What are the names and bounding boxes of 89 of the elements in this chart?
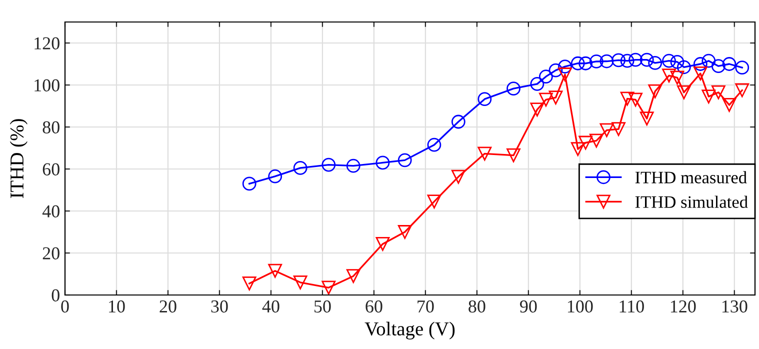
point [268, 264, 282, 278]
point [451, 114, 466, 129]
point [548, 90, 563, 105]
point [676, 85, 691, 100]
y-tick-label: 20 [42, 247, 60, 260]
point [612, 53, 626, 68]
point [735, 60, 750, 75]
point [600, 54, 614, 68]
point [346, 269, 360, 284]
point [722, 57, 736, 71]
x-tick-label: 80 [468, 300, 486, 313]
point [570, 56, 585, 70]
x-tick-label: 40 [262, 300, 280, 313]
point [427, 194, 442, 208]
point [722, 98, 736, 112]
point [662, 68, 676, 82]
point [711, 59, 726, 74]
legend-label: ITHD simulated [635, 196, 748, 208]
point [693, 66, 708, 80]
point [558, 60, 572, 74]
point [670, 70, 684, 85]
point [506, 82, 520, 96]
x-tick-label: 90 [520, 300, 537, 313]
point [693, 57, 708, 71]
point [620, 92, 634, 106]
point [530, 102, 544, 117]
point [268, 169, 282, 184]
point [242, 276, 256, 290]
point [640, 52, 654, 67]
point [670, 54, 684, 69]
point [578, 56, 593, 70]
x-tick-label: 130 [722, 300, 748, 313]
point [620, 54, 634, 68]
point [346, 158, 360, 173]
point [662, 54, 676, 68]
point [478, 146, 492, 161]
point [548, 63, 563, 78]
x-tick-label: 20 [160, 300, 176, 313]
point [322, 280, 336, 295]
point [538, 70, 553, 84]
x-axis-title: Voltage (V) [364, 322, 455, 340]
point [398, 153, 412, 168]
point [648, 84, 662, 98]
point [648, 56, 662, 70]
point [628, 92, 642, 107]
point [478, 92, 492, 106]
point [242, 176, 256, 191]
x-tick-label: 100 [568, 300, 593, 313]
point [589, 54, 604, 68]
x-tick-label: 110 [620, 300, 644, 313]
point [676, 60, 691, 74]
point [600, 123, 614, 138]
y-tick-label: 120 [34, 37, 60, 50]
point [293, 161, 308, 175]
point [538, 92, 553, 107]
x-tick-label: 0 [61, 300, 69, 313]
point [702, 54, 716, 68]
legend-label: ITHD measured [635, 171, 747, 184]
y-axis-title: ITHD (%) [10, 119, 28, 198]
point [628, 52, 642, 67]
point [558, 68, 572, 82]
point [570, 142, 585, 156]
x-tick-label: 30 [211, 300, 228, 313]
y-tick-label: 80 [42, 121, 60, 134]
point [451, 170, 466, 184]
y-tick-label: 40 [42, 205, 60, 218]
point [735, 83, 750, 98]
y-tick-label: 0 [52, 289, 60, 302]
x-tick-label: 120 [670, 300, 696, 313]
point [640, 112, 654, 126]
point [322, 158, 336, 172]
point [711, 85, 726, 100]
x-tick-label: 50 [314, 300, 331, 313]
point [530, 77, 544, 91]
point [376, 237, 390, 251]
x-tick-label: 10 [109, 300, 125, 313]
point [702, 90, 716, 104]
point [506, 148, 520, 162]
point [578, 136, 593, 150]
point [427, 138, 442, 152]
point [293, 275, 308, 290]
y-tick-label: 60 [42, 163, 60, 176]
point [398, 225, 412, 239]
x-tick-label: 70 [418, 300, 434, 313]
y-tick-label: 100 [34, 79, 60, 92]
x-tick-label: 60 [366, 300, 382, 313]
point [376, 156, 390, 170]
point [612, 122, 626, 136]
point [589, 134, 604, 148]
